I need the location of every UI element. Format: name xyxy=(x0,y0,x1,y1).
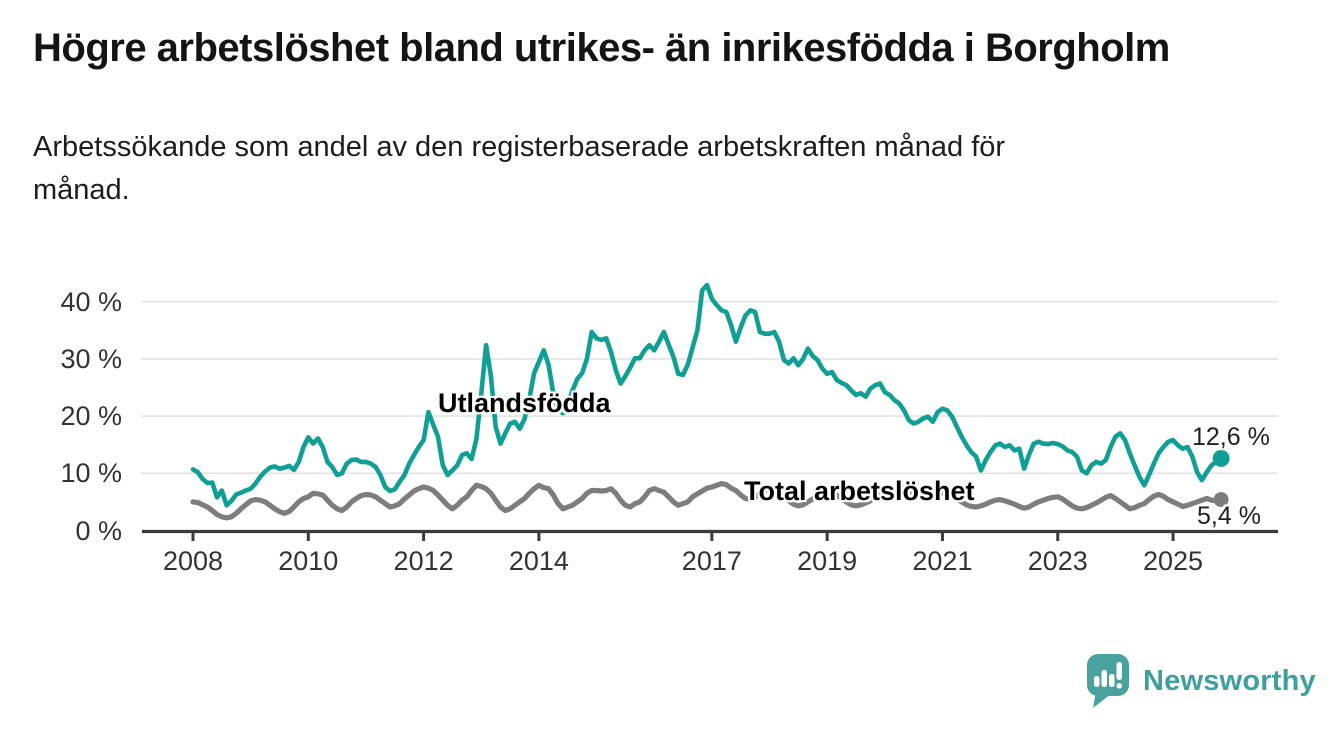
x-tick-label: 2012 xyxy=(393,546,454,576)
newsworthy-logo-icon xyxy=(1087,653,1129,708)
x-tick-label: 2021 xyxy=(912,546,973,576)
y-tick-label: 10 % xyxy=(60,458,122,489)
x-tick-label: 2014 xyxy=(508,546,569,576)
page-title: Högre arbetslöshet bland utrikes- än inr… xyxy=(33,26,1170,70)
x-tick-label: 2010 xyxy=(278,546,339,576)
end-value-label-utlandsfodda: 12,6 % xyxy=(1192,423,1270,451)
brand-footer: Newsworthy xyxy=(1086,652,1316,710)
y-tick-label: 20 % xyxy=(60,401,122,432)
series-label-utlandsfodda: Utlandsfödda xyxy=(438,388,611,418)
brand-name: Newsworthy xyxy=(1143,664,1316,697)
end-value-label-total: 5,4 % xyxy=(1197,502,1261,530)
series-label-total-arbetsloshet: Total arbetslöshet xyxy=(744,476,975,506)
x-tick-label: 2019 xyxy=(797,546,858,576)
x-tick-label: 2017 xyxy=(681,546,742,576)
page-subtitle: Arbetssökande som andel av den registerb… xyxy=(33,126,1005,212)
x-tick-label: 2008 xyxy=(162,546,224,576)
y-tick-label: 30 % xyxy=(60,343,122,374)
y-tick-label: 0 % xyxy=(75,515,122,546)
y-tick-label: 40 % xyxy=(60,286,122,317)
subtitle-line-1: Arbetssökande som andel av den registerb… xyxy=(33,131,1006,163)
subtitle-line-2: månad. xyxy=(33,174,130,206)
x-tick-label: 2023 xyxy=(1027,546,1088,576)
x-tick-label: 2025 xyxy=(1143,546,1204,576)
